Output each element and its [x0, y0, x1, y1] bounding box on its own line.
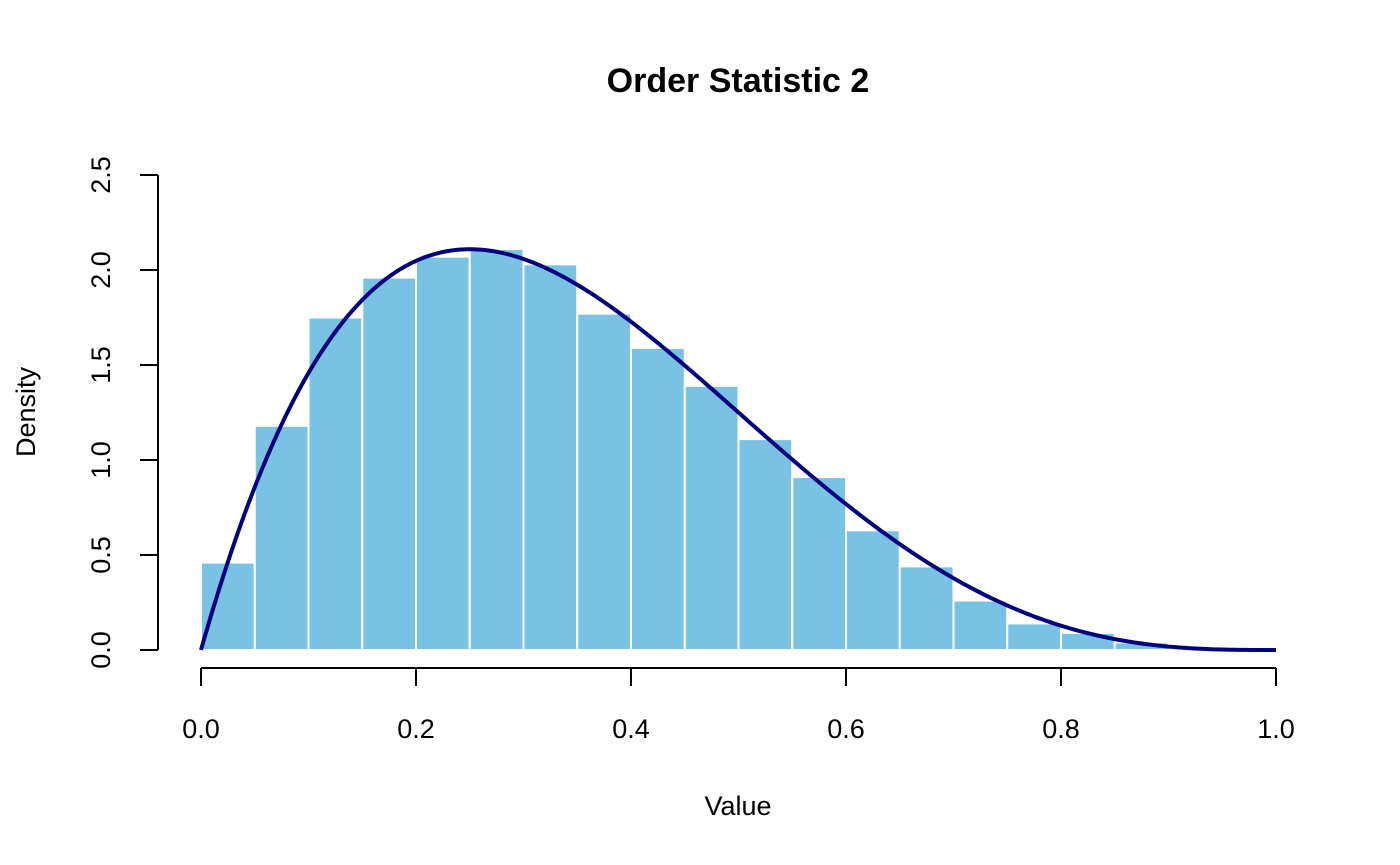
histogram-bar	[737, 438, 794, 651]
histogram-bar	[468, 248, 525, 651]
density-curve	[199, 247, 1276, 652]
histogram-bars	[200, 248, 1170, 652]
histogram-bar	[683, 384, 740, 651]
x-tick-label: 0.0	[182, 714, 220, 744]
x-tick-label: 0.4	[612, 714, 650, 744]
x-tick-label: 1.0	[1257, 714, 1295, 744]
histogram-bar	[200, 561, 256, 651]
histogram-bar	[845, 529, 901, 651]
x-tick-label: 0.2	[397, 714, 435, 744]
y-axis-label: Density	[11, 366, 41, 457]
histogram-bar	[898, 565, 955, 652]
histogram-bar	[952, 599, 1009, 651]
y-tick-label: 1.5	[86, 346, 116, 384]
histogram-bar	[361, 276, 417, 651]
histogram-bar	[791, 476, 847, 651]
histogram-bar	[307, 316, 364, 651]
y-tick-label: 0.5	[86, 536, 116, 574]
histogram-bar	[630, 346, 686, 651]
y-tick-label: 0.0	[86, 631, 116, 669]
x-tick-label: 0.6	[827, 714, 865, 744]
x-axis: 0.0 0.2 0.4 0.6 0.8 1.0	[182, 667, 1295, 744]
y-axis: 0.0 0.5 1.0 1.5 2.0 2.5	[86, 156, 159, 669]
y-tick-label: 1.0	[86, 441, 116, 479]
y-tick-label: 2.5	[86, 156, 116, 194]
histogram-bar	[415, 255, 471, 651]
density-curve-group	[199, 247, 1276, 652]
chart-title: Order Statistic 2	[607, 62, 870, 100]
histogram-bar	[576, 312, 632, 651]
histogram-bar	[253, 424, 310, 651]
x-axis-label: Value	[704, 791, 771, 821]
y-tick-label: 2.0	[86, 251, 116, 289]
x-tick-label: 0.8	[1042, 714, 1080, 744]
histogram-bar	[522, 263, 579, 651]
histogram-bar	[1006, 622, 1062, 652]
